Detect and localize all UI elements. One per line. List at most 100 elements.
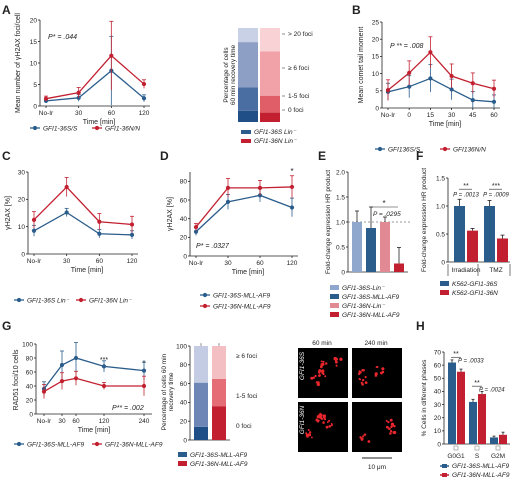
y-tick-label: 15 — [30, 39, 38, 46]
legend-F: K562-GFI1-36S K562-GFI1-36N — [440, 281, 498, 297]
y-tick-label: 40 — [434, 389, 442, 396]
y-tick-label: 1.5 — [336, 194, 345, 201]
x-marker — [474, 445, 480, 451]
data-point — [41, 389, 47, 394]
data-point — [470, 81, 475, 86]
foci-dot — [358, 378, 361, 380]
y-tick-label: 25 — [372, 19, 380, 26]
foci-dot — [326, 421, 329, 423]
series-line-1 — [43, 377, 144, 393]
data-point — [193, 229, 199, 234]
data-point — [31, 228, 37, 233]
data-point — [64, 210, 69, 215]
legend-marker — [202, 292, 208, 298]
series-line-0 — [43, 357, 145, 390]
legend-marker — [94, 125, 100, 131]
legend-label: > 20 foci — [288, 31, 313, 38]
bar — [457, 371, 465, 444]
legend-marker — [16, 297, 22, 303]
stacked-segment — [238, 87, 258, 111]
x-tick-label: 30 — [448, 112, 456, 119]
legend-label: GFI1-36N-MLL-AF9 — [342, 312, 400, 319]
x-tick-label: Irradiation — [452, 267, 481, 274]
x-tick-label: 45 — [469, 112, 477, 119]
p-value-annotation: P = .0013 — [453, 192, 479, 198]
stacked-segment — [238, 42, 258, 88]
x-tick-label: 60 — [96, 258, 104, 265]
y-tick-label: 10 — [30, 60, 38, 67]
stacked-segment — [194, 382, 208, 427]
y-tick-label: 0 — [183, 253, 187, 260]
legend-marker — [94, 441, 100, 447]
scale-bar-label: 10 μm — [368, 464, 386, 471]
y-tick-label: 1.5 — [436, 175, 445, 182]
significance-marker: * — [290, 167, 293, 176]
y-axis-title: % Cells in different phases — [421, 359, 428, 437]
y-tick-label: 0.5 — [336, 244, 345, 251]
foci-dot — [388, 427, 391, 431]
legend-label: GFI1-36S-MLL-AF9 — [452, 463, 509, 470]
series-line-0 — [33, 211, 133, 236]
foci-dot — [330, 422, 333, 425]
data-point — [407, 70, 412, 76]
legend-label: K562-GFI1-36N — [452, 290, 498, 297]
legend-label: ≥ 6 foci — [288, 65, 309, 72]
foci-dot — [324, 362, 328, 365]
legend-H: GFI1-36S-MLL-AF9 GFI1-36N-MLL-AF9 — [440, 463, 510, 479]
data-point — [491, 99, 497, 104]
y-tick-label: 2.0 — [336, 169, 345, 176]
chart-A1: 0 5 10 15 20 No-Ir 30 60 120 Time [min] Mean numbe… — [15, 13, 150, 126]
y-tick-label: 0 — [183, 437, 187, 444]
x-marker — [453, 445, 459, 451]
y-tick-label: 80 — [180, 179, 188, 186]
data-point — [225, 199, 231, 204]
p-value-annotation: P = .0024 — [479, 387, 505, 393]
data-point — [428, 50, 433, 55]
p-value-annotation: P = .0009 — [483, 192, 509, 198]
data-point — [141, 368, 147, 373]
y-tick-label: 10 — [18, 224, 26, 231]
x-axis-title: Time [min] — [83, 119, 115, 126]
x-tick-label: 30 — [75, 110, 83, 117]
foci-dot — [358, 370, 361, 372]
y-tick-label: 60 — [26, 369, 34, 376]
x-axis-title: Time [min] — [71, 267, 103, 274]
data-point — [76, 90, 81, 95]
foci-dot — [381, 367, 385, 371]
foci-dot — [322, 421, 325, 424]
foci-dot — [320, 363, 323, 366]
chart-D: 0 20 40 60 80 No-Ir 30 60 120 Time [min] γH2AX [%]… — [167, 167, 298, 276]
y-tick-label: 0 — [441, 259, 445, 266]
foci-dot — [334, 360, 338, 364]
significance-marker: *** — [100, 357, 108, 364]
micrograph-row-label: GFI1-36N — [299, 405, 306, 434]
data-point — [257, 185, 263, 190]
foci-dot — [387, 420, 390, 424]
p-value-annotation: P ** = .008 — [390, 43, 424, 50]
legend-label: GFI1-36S Lin⁻ — [254, 129, 297, 136]
x-tick-label: No-Ir — [39, 110, 54, 117]
foci-dot — [321, 371, 325, 374]
foci-dot — [328, 424, 332, 428]
chart-C: 0 10 20 30 No-Ir 30 60 120 Time [min] γH2AX [%] — [5, 169, 138, 274]
stacked-segment — [260, 51, 280, 96]
legend-label: GFI1-36N-MLL-AF9 — [213, 304, 271, 311]
legend-swatch — [442, 473, 447, 477]
y-axis-title-2: recovery time — [168, 372, 175, 411]
y-axis-title: Fold-change expression HR product — [325, 170, 332, 274]
y-tick-label: 0.5 — [436, 231, 445, 238]
data-point — [129, 222, 135, 227]
foci-dot — [310, 436, 313, 439]
micrograph-time-label: 240 min — [364, 340, 388, 347]
foci-dot — [305, 433, 309, 438]
legend-A2: GFI1-36S Lin⁻ GFI1-36N Lin⁻ — [241, 129, 297, 145]
data-point — [101, 364, 107, 369]
y-axis-title: γH2AX [%] — [5, 196, 12, 230]
legend-label: GFI1-36S-MLL-AF9 — [213, 293, 270, 300]
bar — [499, 434, 507, 444]
y-tick-label: 50 — [434, 376, 442, 383]
stacked-segment — [194, 426, 208, 440]
data-point — [43, 96, 49, 101]
foci-dot — [328, 419, 331, 422]
